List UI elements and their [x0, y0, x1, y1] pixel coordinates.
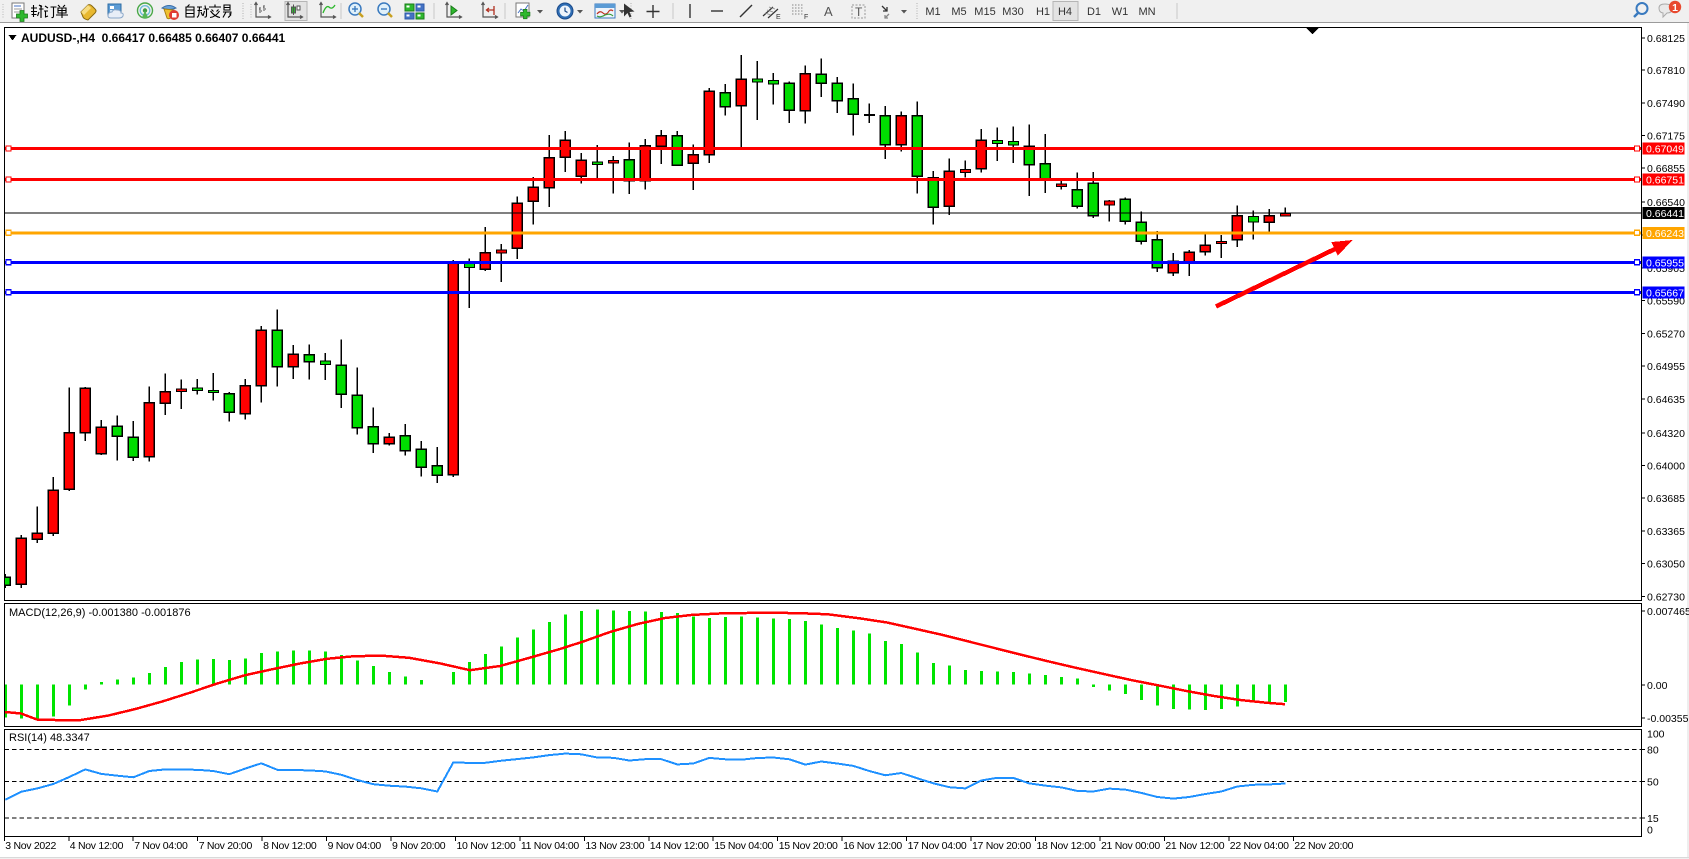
svg-text:15 Nov 20:00: 15 Nov 20:00 [779, 840, 838, 852]
svg-text:10 Nov 12:00: 10 Nov 12:00 [457, 840, 516, 852]
svg-text:0.66751: 0.66751 [1646, 175, 1684, 187]
svg-text:0.65270: 0.65270 [1647, 329, 1685, 341]
svg-text:21 Nov 12:00: 21 Nov 12:00 [1165, 840, 1224, 852]
svg-text:MN: MN [1138, 6, 1155, 18]
svg-text:MACD(12,26,9) -0.001380 -0.001: MACD(12,26,9) -0.001380 -0.001876 [9, 607, 191, 619]
svg-text:0.67490: 0.67490 [1647, 98, 1685, 110]
svg-text:21 Nov 00:00: 21 Nov 00:00 [1101, 840, 1160, 852]
svg-text:7 Nov 04:00: 7 Nov 04:00 [134, 840, 188, 852]
svg-text:80: 80 [1647, 745, 1659, 757]
svg-text:0.007465: 0.007465 [1647, 606, 1689, 618]
svg-text:0.67810: 0.67810 [1647, 65, 1685, 77]
svg-text:0.64320: 0.64320 [1647, 428, 1685, 440]
svg-text:8 Nov 12:00: 8 Nov 12:00 [263, 840, 317, 852]
svg-text:0.68125: 0.68125 [1647, 33, 1685, 45]
svg-text:50: 50 [1647, 776, 1659, 788]
svg-text:0.66243: 0.66243 [1646, 228, 1684, 240]
svg-text:0.66855: 0.66855 [1647, 163, 1685, 175]
svg-text:M30: M30 [1002, 6, 1023, 18]
svg-text:E: E [776, 14, 781, 21]
svg-text:A: A [824, 4, 833, 19]
svg-text:17 Nov 20:00: 17 Nov 20:00 [972, 840, 1031, 852]
svg-text:0.65667: 0.65667 [1646, 287, 1684, 299]
svg-text:7 Nov 20:00: 7 Nov 20:00 [199, 840, 253, 852]
svg-text:T: T [855, 5, 863, 19]
svg-text:0.00: 0.00 [1647, 680, 1668, 692]
svg-text:H1: H1 [1036, 6, 1050, 18]
svg-text:0.64955: 0.64955 [1647, 361, 1685, 373]
svg-text:AUDUSD-,H4 0.66417 0.66485 0.: AUDUSD-,H4 0.66417 0.66485 0.66407 0.664… [21, 31, 286, 45]
svg-text:0.63365: 0.63365 [1647, 526, 1685, 538]
svg-text:9 Nov 04:00: 9 Nov 04:00 [328, 840, 382, 852]
svg-text:RSI(14) 48.3347: RSI(14) 48.3347 [9, 732, 90, 744]
svg-text:16 Nov 12:00: 16 Nov 12:00 [843, 840, 902, 852]
svg-text:M15: M15 [974, 6, 995, 18]
svg-text:0.64635: 0.64635 [1647, 394, 1685, 406]
svg-text:13 Nov 23:00: 13 Nov 23:00 [585, 840, 644, 852]
svg-text:-0.003551: -0.003551 [1647, 713, 1689, 725]
svg-text:0.66540: 0.66540 [1647, 197, 1685, 209]
svg-text:M5: M5 [951, 6, 966, 18]
svg-text:0.67175: 0.67175 [1647, 131, 1685, 143]
svg-text:0.66441: 0.66441 [1646, 208, 1684, 220]
svg-text:1: 1 [1672, 2, 1678, 14]
svg-text:F: F [804, 14, 808, 21]
svg-text:3 Nov 2022: 3 Nov 2022 [5, 840, 56, 852]
svg-text:14 Nov 12:00: 14 Nov 12:00 [650, 840, 709, 852]
svg-text:11 Nov 04:00: 11 Nov 04:00 [521, 840, 580, 852]
svg-text:0.62730: 0.62730 [1647, 592, 1685, 604]
svg-text:22 Nov 04:00: 22 Nov 04:00 [1230, 840, 1289, 852]
svg-text:18 Nov 12:00: 18 Nov 12:00 [1037, 840, 1096, 852]
svg-text:0: 0 [1647, 825, 1653, 837]
svg-text:D1: D1 [1087, 6, 1101, 18]
svg-text:15: 15 [1647, 813, 1659, 825]
svg-text:17 Nov 04:00: 17 Nov 04:00 [908, 840, 967, 852]
svg-text:H4: H4 [1058, 6, 1072, 18]
svg-text:0.67049: 0.67049 [1646, 144, 1684, 156]
svg-text:0.64000: 0.64000 [1647, 461, 1685, 473]
svg-text:W1: W1 [1112, 6, 1129, 18]
svg-text:9 Nov 20:00: 9 Nov 20:00 [392, 840, 446, 852]
svg-text:0.63685: 0.63685 [1647, 493, 1685, 505]
svg-text:M1: M1 [925, 6, 940, 18]
svg-text:100: 100 [1647, 729, 1665, 741]
svg-text:22 Nov 20:00: 22 Nov 20:00 [1294, 840, 1353, 852]
svg-text:0.65590: 0.65590 [1647, 296, 1685, 308]
svg-text:4 Nov 12:00: 4 Nov 12:00 [70, 840, 124, 852]
svg-text:0.63050: 0.63050 [1647, 559, 1685, 571]
svg-text:15 Nov 04:00: 15 Nov 04:00 [714, 840, 773, 852]
svg-text:0.65955: 0.65955 [1646, 257, 1684, 269]
